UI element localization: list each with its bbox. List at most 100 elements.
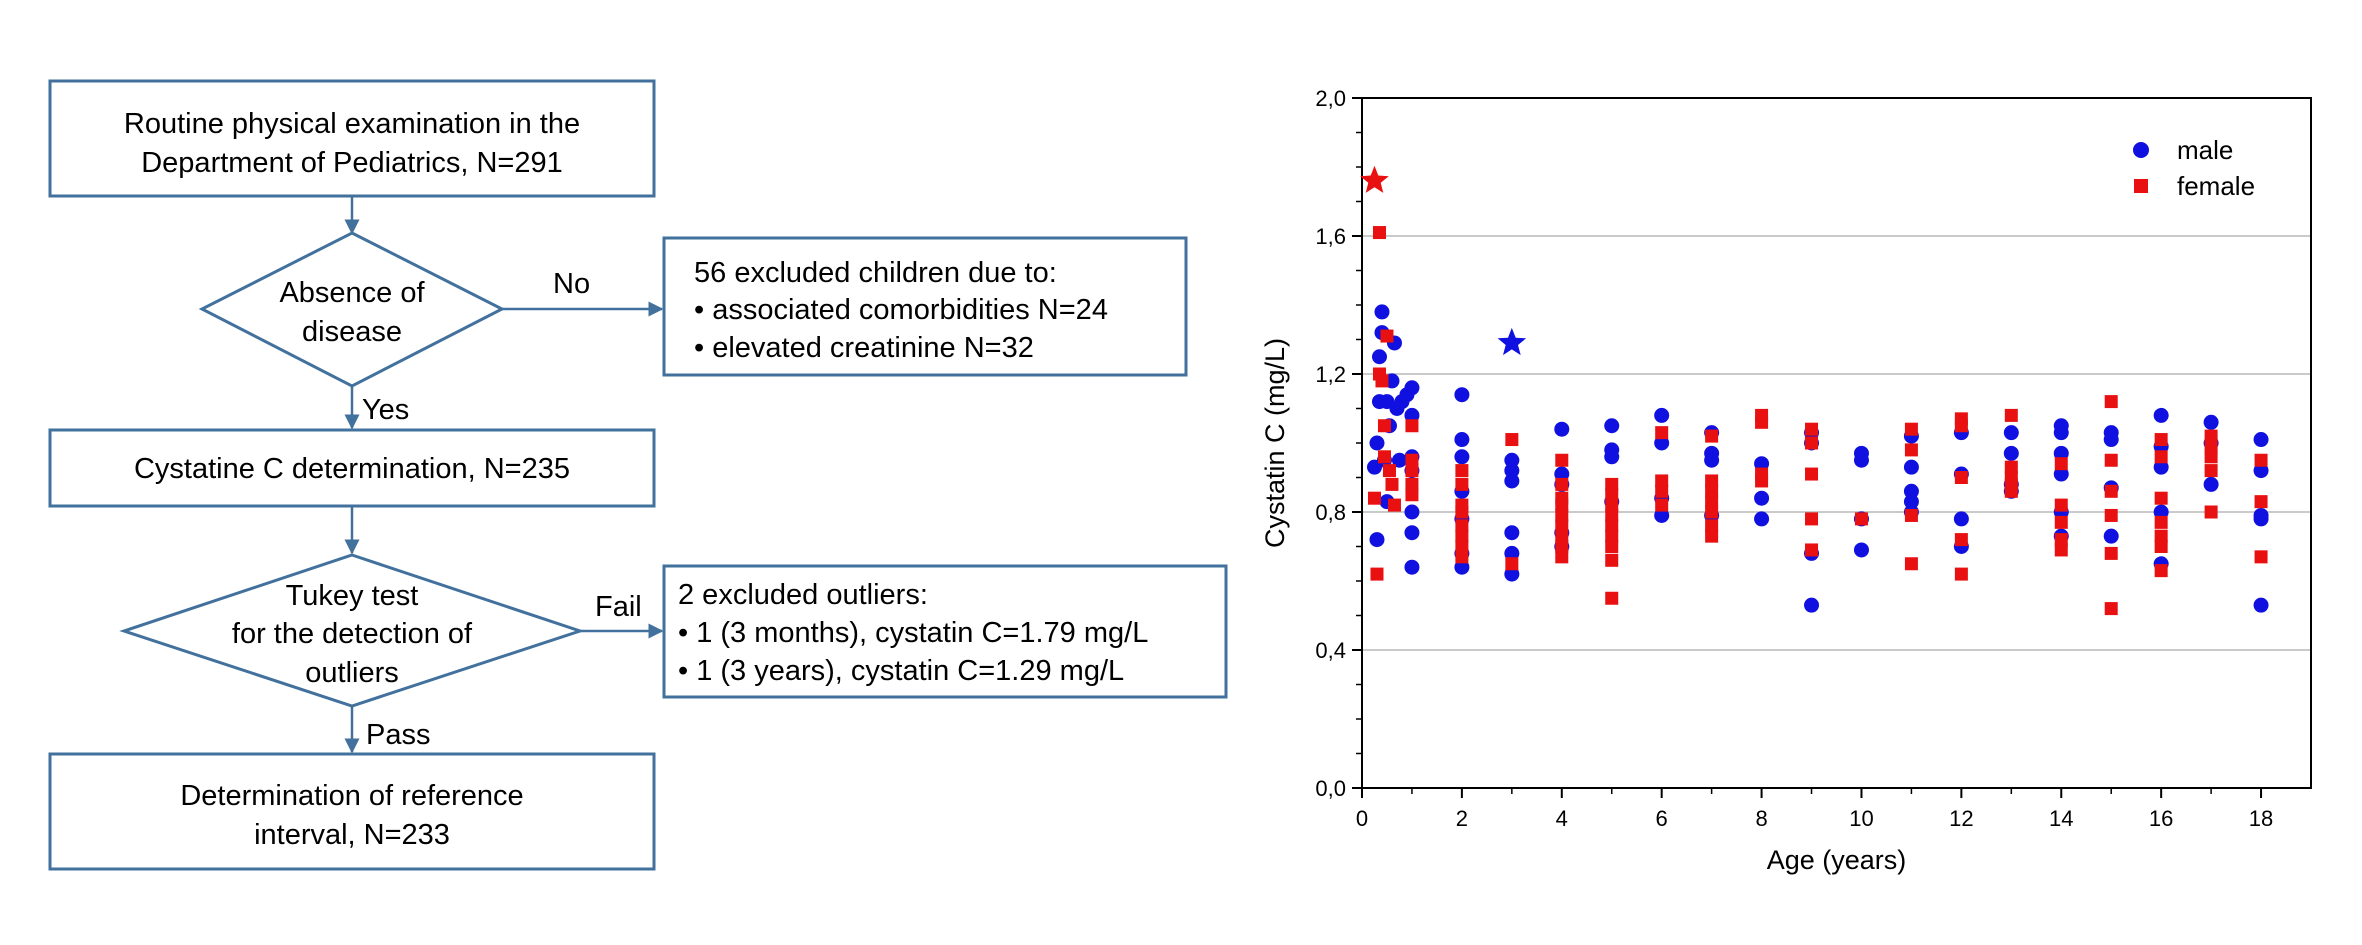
female-point [2054, 498, 2068, 512]
female-point [1605, 488, 1619, 502]
female-point [1405, 419, 1419, 433]
grid-layer [1362, 235, 2311, 651]
female-point [1555, 508, 1569, 522]
female-point [1655, 474, 1669, 488]
female-point [2004, 408, 2018, 422]
male-outlier-star [1497, 327, 1527, 356]
female-point [1555, 453, 1569, 467]
female-point [1455, 519, 1469, 533]
male-point [1371, 349, 1387, 365]
point-layer [1360, 165, 2269, 616]
male-point [1754, 456, 1770, 472]
male-point [2253, 597, 2269, 613]
male-point [2253, 432, 2269, 448]
female-point [1805, 422, 1819, 436]
male-point [1369, 532, 1385, 548]
female-point [2254, 550, 2268, 564]
excluded-1-line-3: • elevated creatinine N=32 [694, 332, 1034, 364]
male-point [1853, 542, 1869, 558]
x-tick-label: 6 [1656, 806, 1668, 831]
male-point [1374, 304, 1390, 320]
male-point [1554, 421, 1570, 437]
female-point [1805, 512, 1819, 526]
male-point [2103, 528, 2119, 544]
female-point [2054, 533, 2068, 547]
y-tick-label: 1,6 [1315, 224, 1346, 249]
box-3-line-1: Determination of reference [180, 780, 523, 812]
box-2-text: Cystatine C determination, N=235 [134, 453, 570, 485]
female-point [1455, 550, 1469, 564]
female-point [1555, 477, 1569, 491]
male-point [1654, 407, 1670, 423]
female-point [1505, 433, 1519, 447]
male-point [2153, 459, 2169, 475]
female-point [1370, 567, 1384, 581]
female-point [1605, 477, 1619, 491]
female-point [2154, 529, 2168, 543]
female-point [1605, 498, 1619, 512]
female-point [1805, 467, 1819, 481]
female-point [1385, 477, 1399, 491]
female-point [1705, 505, 1719, 519]
cystatine-determination-box: Cystatine C determination, N=235 [48, 428, 656, 508]
legend-female-marker [2134, 179, 2148, 193]
male-point [2103, 432, 2119, 448]
male-point [1704, 452, 1720, 468]
male-point [1454, 449, 1470, 465]
start-box-line-1: Routine physical examination in the [124, 108, 580, 140]
male-point [1604, 418, 1620, 434]
male-point [1504, 473, 1520, 489]
male-point [1504, 545, 1520, 561]
x-tick-label: 12 [1949, 806, 1973, 831]
female-point [1382, 464, 1396, 478]
male-point [1604, 449, 1620, 465]
box-3-line-2: interval, N=233 [254, 819, 450, 851]
excluded-1-line-1: 56 excluded children due to: [694, 257, 1057, 289]
female-point [2154, 491, 2168, 505]
female-point [1555, 540, 1569, 553]
female-point [1705, 519, 1719, 533]
legend-male-marker [2133, 142, 2149, 158]
female-point [2204, 439, 2218, 453]
male-point [1504, 452, 1520, 468]
female-point [2154, 450, 2168, 464]
x-tick-label: 10 [1849, 806, 1873, 831]
female-point [1605, 529, 1619, 543]
female-point [1555, 550, 1569, 564]
female-point [1805, 543, 1819, 557]
male-point [1654, 435, 1670, 451]
female-point [1380, 329, 1394, 343]
excluded-outliers-box: 2 excluded outliers: • 1 (3 months), cys… [662, 564, 1228, 699]
male-point [2153, 504, 2169, 520]
female-point [2054, 515, 2068, 529]
female-point [2104, 395, 2118, 409]
reference-interval-box: Determination of reference interval, N=2… [48, 752, 656, 871]
male-point [1554, 466, 1570, 482]
female-point [1805, 436, 1819, 450]
female-point [2204, 450, 2218, 464]
female-point [1904, 557, 1918, 571]
male-point [1404, 525, 1420, 541]
legend: male female [2133, 135, 2255, 201]
y-tick-label: 0,4 [1315, 638, 1346, 663]
flowchart: Routine physical examination in the Depa… [48, 79, 1228, 871]
no-label: No [553, 268, 590, 300]
female-point [2104, 453, 2118, 467]
y-tick-label: 2,0 [1315, 86, 1346, 111]
female-point [1605, 553, 1619, 567]
female-point [1755, 415, 1769, 429]
female-point [1954, 567, 1968, 581]
decision-tukey-test: Tukey test for the detection of outliers [119, 553, 585, 708]
male-point [1504, 463, 1520, 479]
female-point [1755, 474, 1769, 488]
female-point [1375, 374, 1389, 388]
yes-label: Yes [362, 394, 409, 426]
female-point [2104, 602, 2118, 616]
female-point [1555, 529, 1569, 543]
excluded-2-line-1: 2 excluded outliers: [678, 579, 928, 611]
female-point [1377, 450, 1391, 464]
female-point [1455, 477, 1469, 491]
female-point [1405, 488, 1419, 502]
y-tick-label: 0,0 [1315, 776, 1346, 801]
male-point [1903, 459, 1919, 475]
